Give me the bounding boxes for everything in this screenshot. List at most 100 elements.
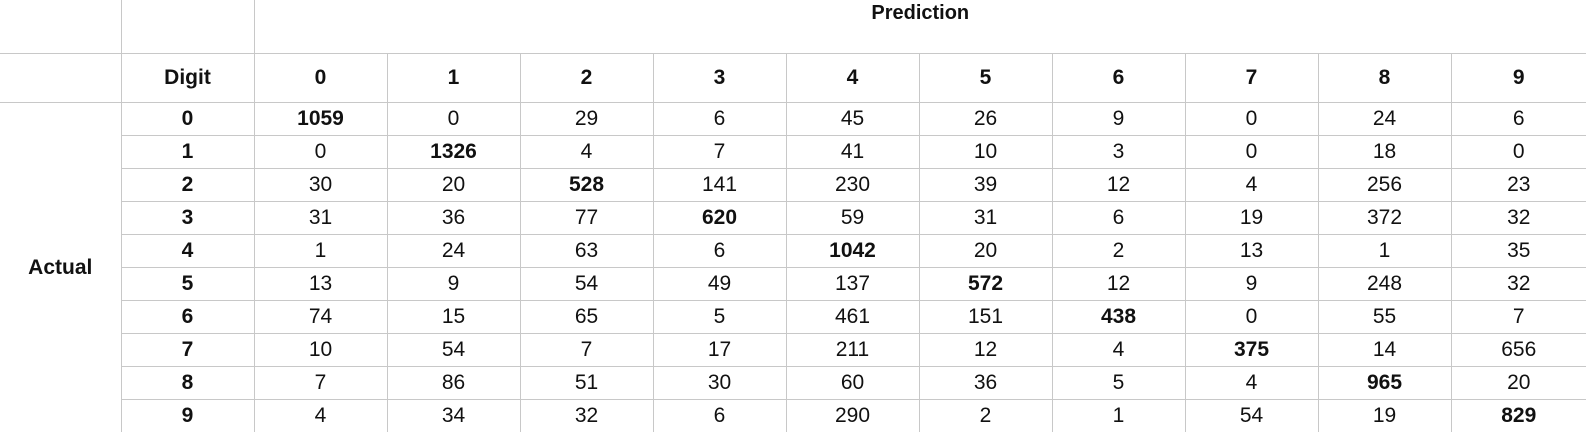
cell-r4-c7: 13 (1185, 234, 1319, 268)
table-row: 9 4 34 32 6 290 2 1 54 19 829 (0, 399, 1586, 432)
cell-r1-c8: 18 (1318, 135, 1452, 169)
cell-r3-c4: 59 (786, 201, 920, 235)
cell-r1-c1: 1326 (387, 135, 521, 169)
column-header-4: 4 (786, 53, 920, 103)
column-header-2: 2 (520, 53, 654, 103)
title-row: Prediction (0, 0, 1586, 54)
cell-r8-c9: 20 (1451, 366, 1586, 400)
cell-r9-c6: 1 (1052, 399, 1186, 432)
corner-blank-digit (121, 0, 255, 54)
column-header-6: 6 (1052, 53, 1186, 103)
cell-r4-c6: 2 (1052, 234, 1186, 268)
cell-r8-c8: 965 (1318, 366, 1452, 400)
row-header-9: 9 (121, 399, 255, 432)
cell-r8-c6: 5 (1052, 366, 1186, 400)
cell-r8-c0: 7 (254, 366, 388, 400)
cell-r3-c7: 19 (1185, 201, 1319, 235)
row-header-0: 0 (121, 102, 255, 136)
cell-r2-c8: 256 (1318, 168, 1452, 202)
cell-r1-c3: 7 (653, 135, 787, 169)
cell-r7-c5: 12 (919, 333, 1053, 367)
cell-r0-c1: 0 (387, 102, 521, 136)
cell-r5-c3: 49 (653, 267, 787, 301)
column-header-1: 1 (387, 53, 521, 103)
cell-r5-c8: 248 (1318, 267, 1452, 301)
cell-r2-c4: 230 (786, 168, 920, 202)
cell-r7-c0: 10 (254, 333, 388, 367)
cell-r7-c9: 656 (1451, 333, 1586, 367)
column-header-7: 7 (1185, 53, 1319, 103)
cell-r4-c2: 63 (520, 234, 654, 268)
cell-r9-c3: 6 (653, 399, 787, 432)
cell-r0-c7: 0 (1185, 102, 1319, 136)
cell-r3-c1: 36 (387, 201, 521, 235)
cell-r8-c1: 86 (387, 366, 521, 400)
table-row: 2 30 20 528 141 230 39 12 4 256 23 (0, 168, 1586, 202)
cell-r7-c6: 4 (1052, 333, 1186, 367)
cell-r9-c9: 829 (1501, 404, 1537, 427)
cell-r0-c3: 6 (653, 102, 787, 136)
corner-blank-left (0, 0, 122, 54)
cell-r1-c0: 0 (254, 135, 388, 169)
cell-r3-c9: 32 (1451, 201, 1586, 235)
cell-r0-c6: 9 (1052, 102, 1186, 136)
cell-r2-c5: 39 (919, 168, 1053, 202)
cell-r5-c9: 32 (1451, 267, 1586, 301)
cell-r4-c9: 35 (1451, 234, 1586, 268)
cell-r5-c5: 572 (919, 267, 1053, 301)
cell-r6-c1: 15 (387, 300, 521, 334)
cell-r2-c2: 528 (520, 168, 654, 202)
column-header-8: 8 (1318, 53, 1452, 103)
table-row: 5 13 9 54 49 137 572 12 9 248 32 (0, 267, 1586, 301)
row-header-5: 5 (121, 267, 255, 301)
cell-r6-c3: 5 (653, 300, 787, 334)
cell-r4-c8: 1 (1318, 234, 1452, 268)
digit-header: Digit (121, 53, 255, 103)
table-row: 3 31 36 77 620 59 31 6 19 372 32 (0, 201, 1586, 235)
cell-r3-c6: 6 (1052, 201, 1186, 235)
cell-r1-c2: 4 (520, 135, 654, 169)
cell-r9-c5: 2 (919, 399, 1053, 432)
cell-r1-c5: 10 (919, 135, 1053, 169)
table-row: Actual 0 1059 0 29 6 45 26 9 0 24 6 (0, 102, 1586, 432)
cell-r8-c2: 51 (520, 366, 654, 400)
row-header-1: 1 (121, 135, 255, 169)
row-header-8: 8 (121, 366, 255, 400)
cell-r7-c8: 14 (1318, 333, 1452, 367)
column-header-3: 3 (653, 53, 787, 103)
actual-label: Actual (0, 102, 122, 432)
cell-r0-c9: 6 (1451, 102, 1586, 136)
cell-r7-c1: 54 (387, 333, 521, 367)
table-row: 1 0 1326 4 7 41 10 3 0 18 0 (0, 135, 1586, 169)
cell-r4-c3: 6 (653, 234, 787, 268)
cell-r9-c1: 34 (387, 399, 521, 432)
cell-r6-c7: 0 (1185, 300, 1319, 334)
cell-r5-c1: 9 (387, 267, 521, 301)
cell-r8-c3: 30 (653, 366, 787, 400)
cell-r2-c0: 30 (254, 168, 388, 202)
cell-r9-c4: 290 (786, 399, 920, 432)
row-header-2: 2 (121, 168, 255, 202)
cell-r4-c0: 1 (254, 234, 388, 268)
corner-blank-actual (0, 53, 122, 103)
column-header-9: 9 (1451, 53, 1586, 103)
cell-r6-c9: 7 (1451, 300, 1586, 334)
cell-r3-c0: 31 (254, 201, 388, 235)
cell-r0-c2: 29 (520, 102, 654, 136)
cell-r8-c4: 60 (786, 366, 920, 400)
row-header-4: 4 (121, 234, 255, 268)
table-row: 8 7 86 51 30 60 36 5 4 965 20 (0, 366, 1586, 400)
table-row: 7 10 54 7 17 211 12 4 375 14 656 (0, 333, 1586, 367)
table-row: 6 74 15 65 5 461 151 438 0 55 7 (0, 300, 1586, 334)
column-header-0: 0 (254, 53, 388, 103)
cell-r1-c7: 0 (1185, 135, 1319, 169)
cell-r2-c9: 23 (1451, 168, 1586, 202)
cell-r4-c1: 24 (387, 234, 521, 268)
cell-r7-c3: 17 (653, 333, 787, 367)
cell-r7-c2: 7 (520, 333, 654, 367)
cell-r0-c8: 24 (1318, 102, 1452, 136)
row-header-6: 6 (121, 300, 255, 334)
cell-r8-c5: 36 (919, 366, 1053, 400)
